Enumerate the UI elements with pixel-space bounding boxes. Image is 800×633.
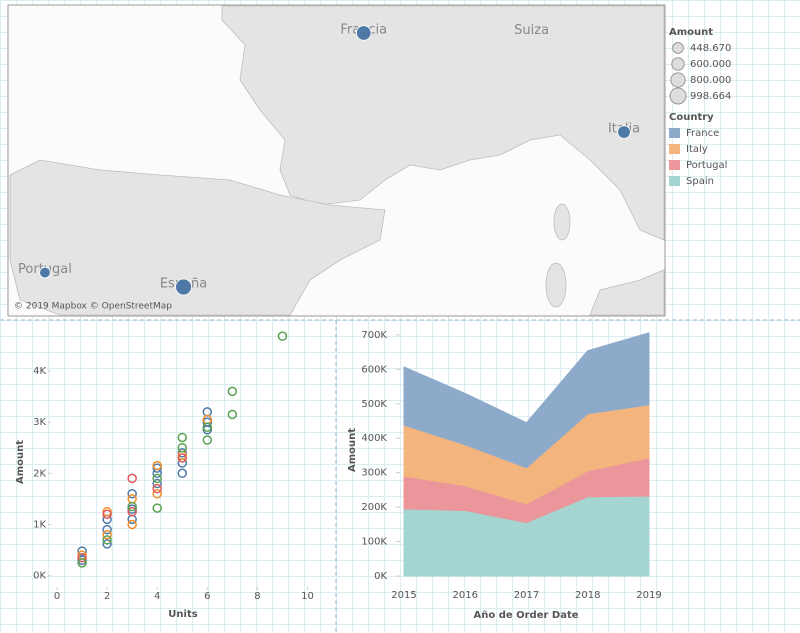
scatter-point (202, 435, 213, 445)
scatter-point (177, 432, 188, 443)
scatter-point (177, 442, 188, 453)
legend-title: Amount (669, 27, 713, 38)
area (403, 332, 650, 469)
legend-swatch (669, 144, 680, 154)
legend-swatch (669, 160, 680, 170)
size-legend-symbol (672, 42, 684, 54)
y-tick-label: 600K (361, 364, 387, 375)
scatter-point (202, 422, 213, 432)
map-point (617, 125, 631, 139)
x-tick-label: 6 (204, 591, 210, 602)
scatter-point (102, 509, 112, 519)
scatter-point (152, 473, 162, 484)
y-tick-label: 100K (361, 537, 387, 548)
legend-title: Country (669, 112, 714, 123)
scatter-point (102, 539, 112, 549)
scatter-point (227, 409, 238, 420)
y-tick-label: 300K (361, 468, 387, 479)
legend-label: France (686, 128, 719, 139)
y-axis-label: Amount (347, 428, 358, 472)
y-tick-label: 4K (33, 366, 46, 377)
scatter-point (152, 478, 162, 489)
scatter-point (277, 331, 288, 341)
map-point (356, 25, 372, 41)
scatter-point (227, 386, 238, 397)
legend-label: 800.000 (690, 75, 731, 86)
legend-label: Portugal (686, 160, 727, 171)
map-point (39, 266, 51, 279)
scatter-point (127, 519, 137, 530)
x-tick-label: 8 (254, 591, 260, 602)
legend-label: 998.664 (690, 91, 731, 102)
y-tick-label: 1K (33, 519, 46, 530)
x-axis-label: Año de Order Date (473, 610, 578, 621)
x-tick-label: 2017 (514, 590, 539, 601)
map-attribution: © 2019 Mapbox © OpenStreetMap (14, 302, 172, 312)
scatter-point (77, 546, 87, 556)
legend-swatch (669, 176, 680, 186)
y-tick-label: 400K (361, 433, 387, 444)
size-legend-symbol (669, 87, 687, 105)
x-axis-label: Units (168, 609, 197, 620)
x-tick-label: 4 (154, 591, 160, 602)
size-legend-symbol (670, 72, 686, 88)
y-tick-label: 2K (33, 468, 46, 479)
scatter-point (127, 501, 137, 512)
place-label: Suiza (514, 23, 549, 38)
scatter-point (102, 535, 112, 545)
x-tick-label: 2019 (636, 590, 661, 601)
scatter-point (102, 524, 112, 535)
y-tick-label: 0K (374, 571, 387, 582)
legend-label: Italy (686, 144, 708, 155)
scatter-point (152, 489, 162, 499)
size-legend-symbol (671, 57, 685, 71)
x-tick-label: 2016 (453, 590, 478, 601)
x-tick-label: 2015 (391, 590, 416, 601)
scatter-point (127, 506, 137, 517)
legend-label: 600.000 (690, 59, 731, 70)
map-land (9, 5, 665, 316)
scatter-point (152, 460, 162, 471)
y-axis-label: Amount (15, 440, 26, 484)
scatter-point (152, 483, 162, 494)
scatter-point (127, 473, 137, 484)
x-tick-label: 2 (104, 591, 110, 602)
scatter-point (127, 489, 137, 499)
y-tick-label: 200K (361, 502, 387, 513)
map-point (175, 278, 192, 296)
scatter-point (152, 503, 162, 513)
x-tick-label: 0 (54, 591, 60, 602)
scatter-point (102, 529, 112, 540)
scatter-point (77, 552, 87, 563)
scatter-point (177, 468, 188, 479)
scatter-point (127, 494, 137, 504)
x-tick-label: 2018 (575, 590, 600, 601)
legend-swatch (669, 128, 680, 138)
y-tick-label: 0K (33, 571, 46, 582)
x-tick-label: 10 (301, 591, 314, 602)
scatter-point (202, 407, 213, 417)
scatter-point (77, 558, 87, 568)
y-tick-label: 500K (361, 399, 387, 410)
legend-label: Spain (686, 176, 714, 187)
scatter-point (177, 453, 188, 463)
y-tick-label: 700K (361, 330, 387, 341)
y-tick-label: 3K (33, 417, 46, 428)
legend-label: 448.670 (690, 43, 731, 54)
